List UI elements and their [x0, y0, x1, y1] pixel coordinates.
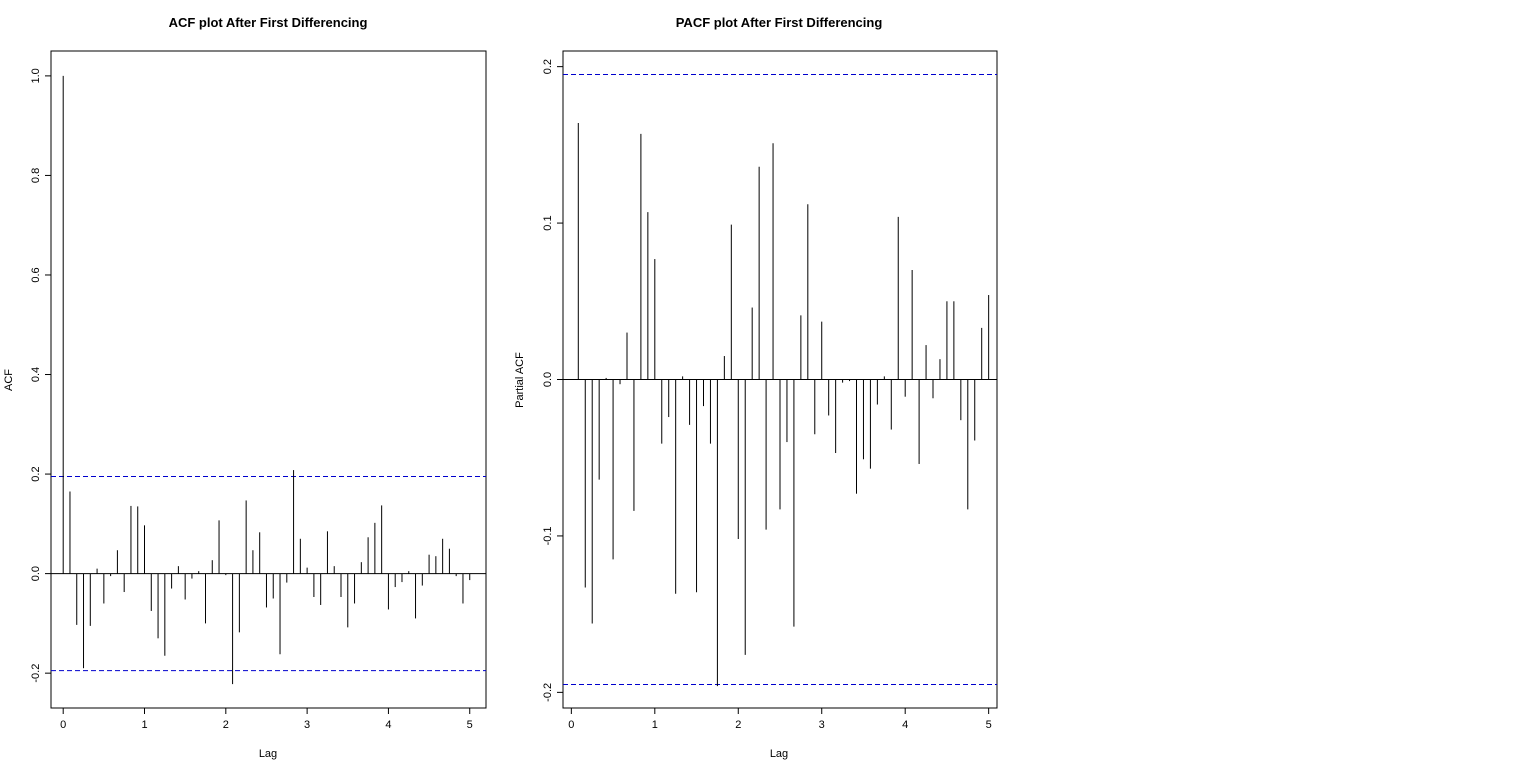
pacf-y-tick-label: -0.1 — [542, 526, 554, 545]
pacf-y-tick-label: 0.2 — [542, 59, 554, 74]
pacf-x-tick-label: 1 — [652, 719, 658, 731]
acf-y-tick-label: 0.2 — [30, 466, 42, 481]
acf-x-axis-label: Lag — [259, 748, 277, 760]
acf-title: ACF plot After First Differencing — [169, 15, 368, 30]
acf-x-tick-label: 1 — [141, 719, 147, 731]
pacf-x-tick-label: 2 — [735, 719, 741, 731]
acf-x-tick-label: 5 — [467, 719, 473, 731]
acf-x-tick-label: 0 — [60, 719, 66, 731]
pacf-panel: PACF plot After First Differencing Lag P… — [514, 15, 998, 760]
pacf-x-tick-label: 4 — [902, 719, 908, 731]
pacf-x-tick-label: 0 — [568, 719, 574, 731]
pacf-y-tick-label: -0.2 — [542, 683, 554, 702]
acf-y-tick-label: 0.0 — [30, 566, 42, 581]
pacf-x-tick-label: 3 — [819, 719, 825, 731]
acf-y-axis-label: ACF — [3, 369, 15, 391]
pacf-x-tick-label: 5 — [986, 719, 992, 731]
pacf-y-tick-label: 0.0 — [542, 372, 554, 387]
acf-plot-frame — [50, 50, 487, 709]
acf-x-tick-label: 3 — [304, 719, 310, 731]
acf-x-tick-label: 4 — [385, 719, 391, 731]
pacf-title: PACF plot After First Differencing — [676, 15, 883, 30]
acf-y-tick-label: 0.6 — [30, 267, 42, 282]
acf-x-tick-label: 2 — [223, 719, 229, 731]
acf-y-tick-label: 0.4 — [30, 367, 42, 382]
acf-y-tick-label: 0.8 — [30, 168, 42, 183]
pacf-y-axis-label: Partial ACF — [514, 352, 526, 408]
acf-y-tick-label: 1.0 — [30, 68, 42, 83]
pacf-y-tick-label: 0.1 — [542, 215, 554, 230]
acf-panel: ACF plot After First Differencing Lag AC… — [3, 15, 487, 760]
acf-y-tick-label: -0.2 — [30, 664, 42, 683]
pacf-x-axis-label: Lag — [770, 748, 788, 760]
